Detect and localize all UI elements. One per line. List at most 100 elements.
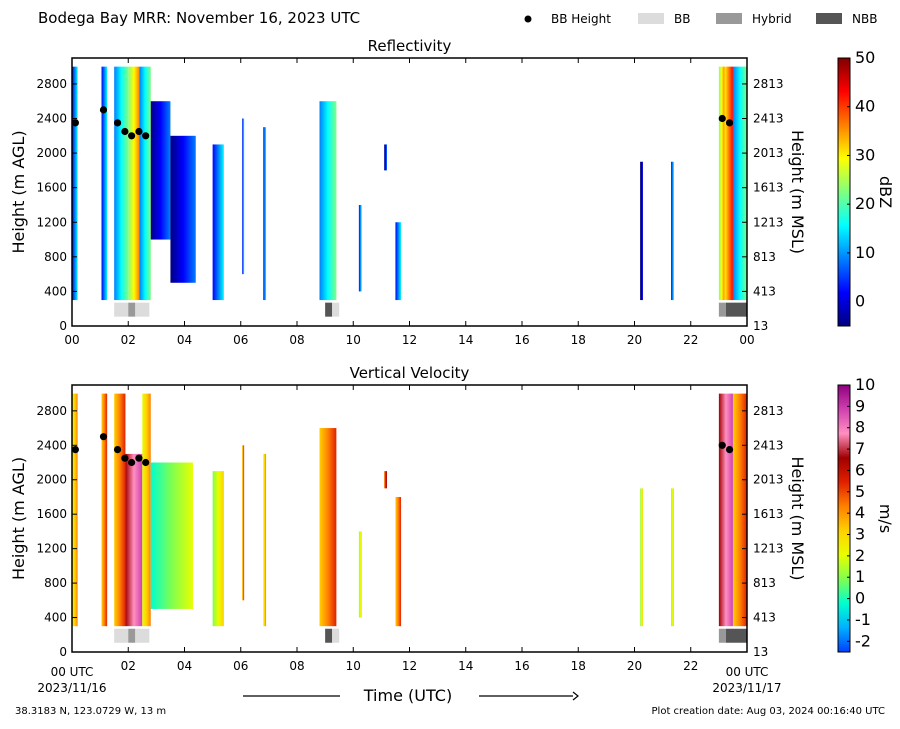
x-tick-label: 16 bbox=[514, 333, 529, 347]
colorbar-tick-label: 10 bbox=[855, 375, 875, 394]
echo-column bbox=[72, 393, 78, 627]
bb-class-nbb bbox=[325, 628, 333, 643]
y-tick-label: 0 bbox=[59, 645, 67, 659]
echo-column bbox=[150, 101, 171, 240]
colorbar-tick-label: 30 bbox=[855, 145, 875, 164]
bb-height-point bbox=[113, 445, 122, 454]
colorbar-tick-label: 5 bbox=[855, 482, 865, 501]
colorbar-tick-label: 9 bbox=[855, 396, 865, 415]
bb-class-nbb bbox=[325, 302, 333, 317]
echo-column bbox=[319, 101, 337, 301]
x-tick-label: 08 bbox=[289, 333, 304, 347]
y-axis-label: Height (m AGL) bbox=[9, 457, 28, 580]
bb-height-point bbox=[99, 433, 108, 441]
legend-label-1: BB bbox=[674, 12, 690, 26]
end-time-label: 00 UTC bbox=[726, 665, 769, 679]
echo-column bbox=[718, 66, 725, 301]
y-tick-label: 400 bbox=[44, 611, 67, 625]
y-tick-label-right: 1213 bbox=[753, 542, 784, 556]
x-tick-label: 20 bbox=[627, 333, 642, 347]
echo-column bbox=[395, 496, 402, 627]
legend-label-2: Hybrid bbox=[752, 12, 792, 26]
echo-column bbox=[139, 66, 151, 301]
x-tick-label: 04 bbox=[177, 333, 192, 347]
bb-height-point bbox=[128, 458, 136, 467]
y-tick-label: 0 bbox=[59, 319, 67, 333]
legend-item-0: BB Height bbox=[524, 12, 611, 26]
figure-title: Bodega Bay MRR: November 16, 2023 UTC bbox=[38, 9, 360, 27]
y-tick-label-right: 2413 bbox=[753, 112, 784, 126]
x-tick-label: 02 bbox=[121, 333, 136, 347]
colorbar: 0 10 20 30 40 50 dBZ bbox=[837, 48, 895, 327]
y-tick-label-right: 13 bbox=[753, 645, 768, 659]
legend-swatch-1 bbox=[638, 13, 664, 24]
bb-height-point bbox=[725, 119, 734, 127]
bb-height-marker-icon bbox=[524, 15, 532, 23]
legend-label-3: NBB bbox=[852, 12, 877, 26]
echo-column bbox=[319, 428, 337, 627]
x-tick-label: 10 bbox=[346, 333, 361, 347]
y-tick-label: 1600 bbox=[36, 181, 67, 195]
echo-column bbox=[732, 66, 747, 301]
echo-column bbox=[170, 135, 196, 283]
echo-column bbox=[718, 393, 733, 627]
x-tick-label: 18 bbox=[571, 659, 586, 673]
colorbar-tick-label: 6 bbox=[855, 460, 865, 479]
bb-height-point bbox=[135, 454, 143, 462]
x-tick-label: 12 bbox=[402, 659, 417, 673]
legend-item-2: Hybrid bbox=[716, 12, 792, 26]
bb-height-point bbox=[142, 132, 150, 140]
echo-column bbox=[125, 453, 143, 627]
echo-column bbox=[150, 462, 193, 609]
y-tick-label-right: 2813 bbox=[753, 404, 784, 418]
x-tick-label: 00 bbox=[64, 333, 79, 347]
bb-class-hybrid bbox=[718, 628, 726, 643]
y-tick-label-right: 813 bbox=[753, 250, 776, 264]
y-tick-label: 2800 bbox=[36, 404, 67, 418]
echo-column bbox=[640, 161, 643, 301]
colorbar-label: dBZ bbox=[876, 176, 895, 208]
colorbar-tick-label: 2 bbox=[855, 546, 865, 565]
bb-class-hybrid bbox=[128, 302, 136, 317]
bb-height-point bbox=[71, 445, 79, 454]
echo-column bbox=[263, 127, 267, 301]
bb-height-point bbox=[142, 458, 150, 467]
y-tick-label-right: 2413 bbox=[753, 438, 784, 452]
echo-column bbox=[732, 393, 747, 627]
station-location: 38.3183 N, 123.0729 W, 13 m bbox=[15, 706, 166, 717]
x-tick-label: 00 bbox=[739, 333, 754, 347]
start-date-label: 2023/11/16 bbox=[37, 681, 106, 695]
y-tick-label: 2400 bbox=[36, 112, 67, 126]
bb-height-point bbox=[99, 106, 108, 114]
y-tick-label-right: 413 bbox=[753, 611, 776, 625]
bb-class-bb bbox=[114, 628, 129, 643]
x-tick-label: 22 bbox=[683, 659, 698, 673]
echo-column bbox=[114, 66, 129, 301]
echo-column bbox=[263, 453, 267, 627]
x-axis-arrowhead bbox=[572, 691, 579, 701]
colorbar-bar bbox=[837, 384, 851, 653]
x-tick-label: 06 bbox=[233, 333, 248, 347]
legend-swatch-3 bbox=[816, 13, 842, 24]
echo-column bbox=[101, 393, 108, 627]
x-tick-label: 10 bbox=[346, 659, 361, 673]
legend-item-3: NBB bbox=[816, 12, 877, 26]
bb-height-point bbox=[121, 454, 129, 462]
echo-column bbox=[671, 488, 674, 627]
y-tick-label-right: 1613 bbox=[753, 507, 784, 521]
bb-class-nbb bbox=[725, 628, 747, 643]
y-tick-label-right: 413 bbox=[753, 284, 776, 298]
bb-height-point bbox=[121, 127, 129, 136]
y-tick-label: 400 bbox=[44, 284, 67, 298]
echo-column bbox=[242, 445, 245, 601]
y-tick-label-right: 2013 bbox=[753, 473, 784, 487]
echo-column bbox=[724, 66, 733, 301]
bb-height-point bbox=[128, 132, 136, 140]
echo-column bbox=[72, 66, 78, 301]
legend-item-1: BB bbox=[638, 12, 690, 26]
bb-class-bb bbox=[332, 302, 340, 317]
y-axis-label-right: Height (m MSL) bbox=[788, 456, 807, 580]
echo-column bbox=[212, 471, 224, 627]
